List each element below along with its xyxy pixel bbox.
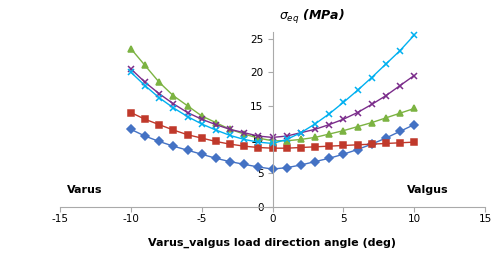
X-axis label: Varus_valgus load direction angle (deg): Varus_valgus load direction angle (deg) (148, 238, 396, 249)
Text: Valgus: Valgus (407, 185, 449, 195)
Text: Varus: Varus (67, 185, 102, 195)
Text: $\sigma_{eq}$ (MPa): $\sigma_{eq}$ (MPa) (280, 8, 345, 26)
